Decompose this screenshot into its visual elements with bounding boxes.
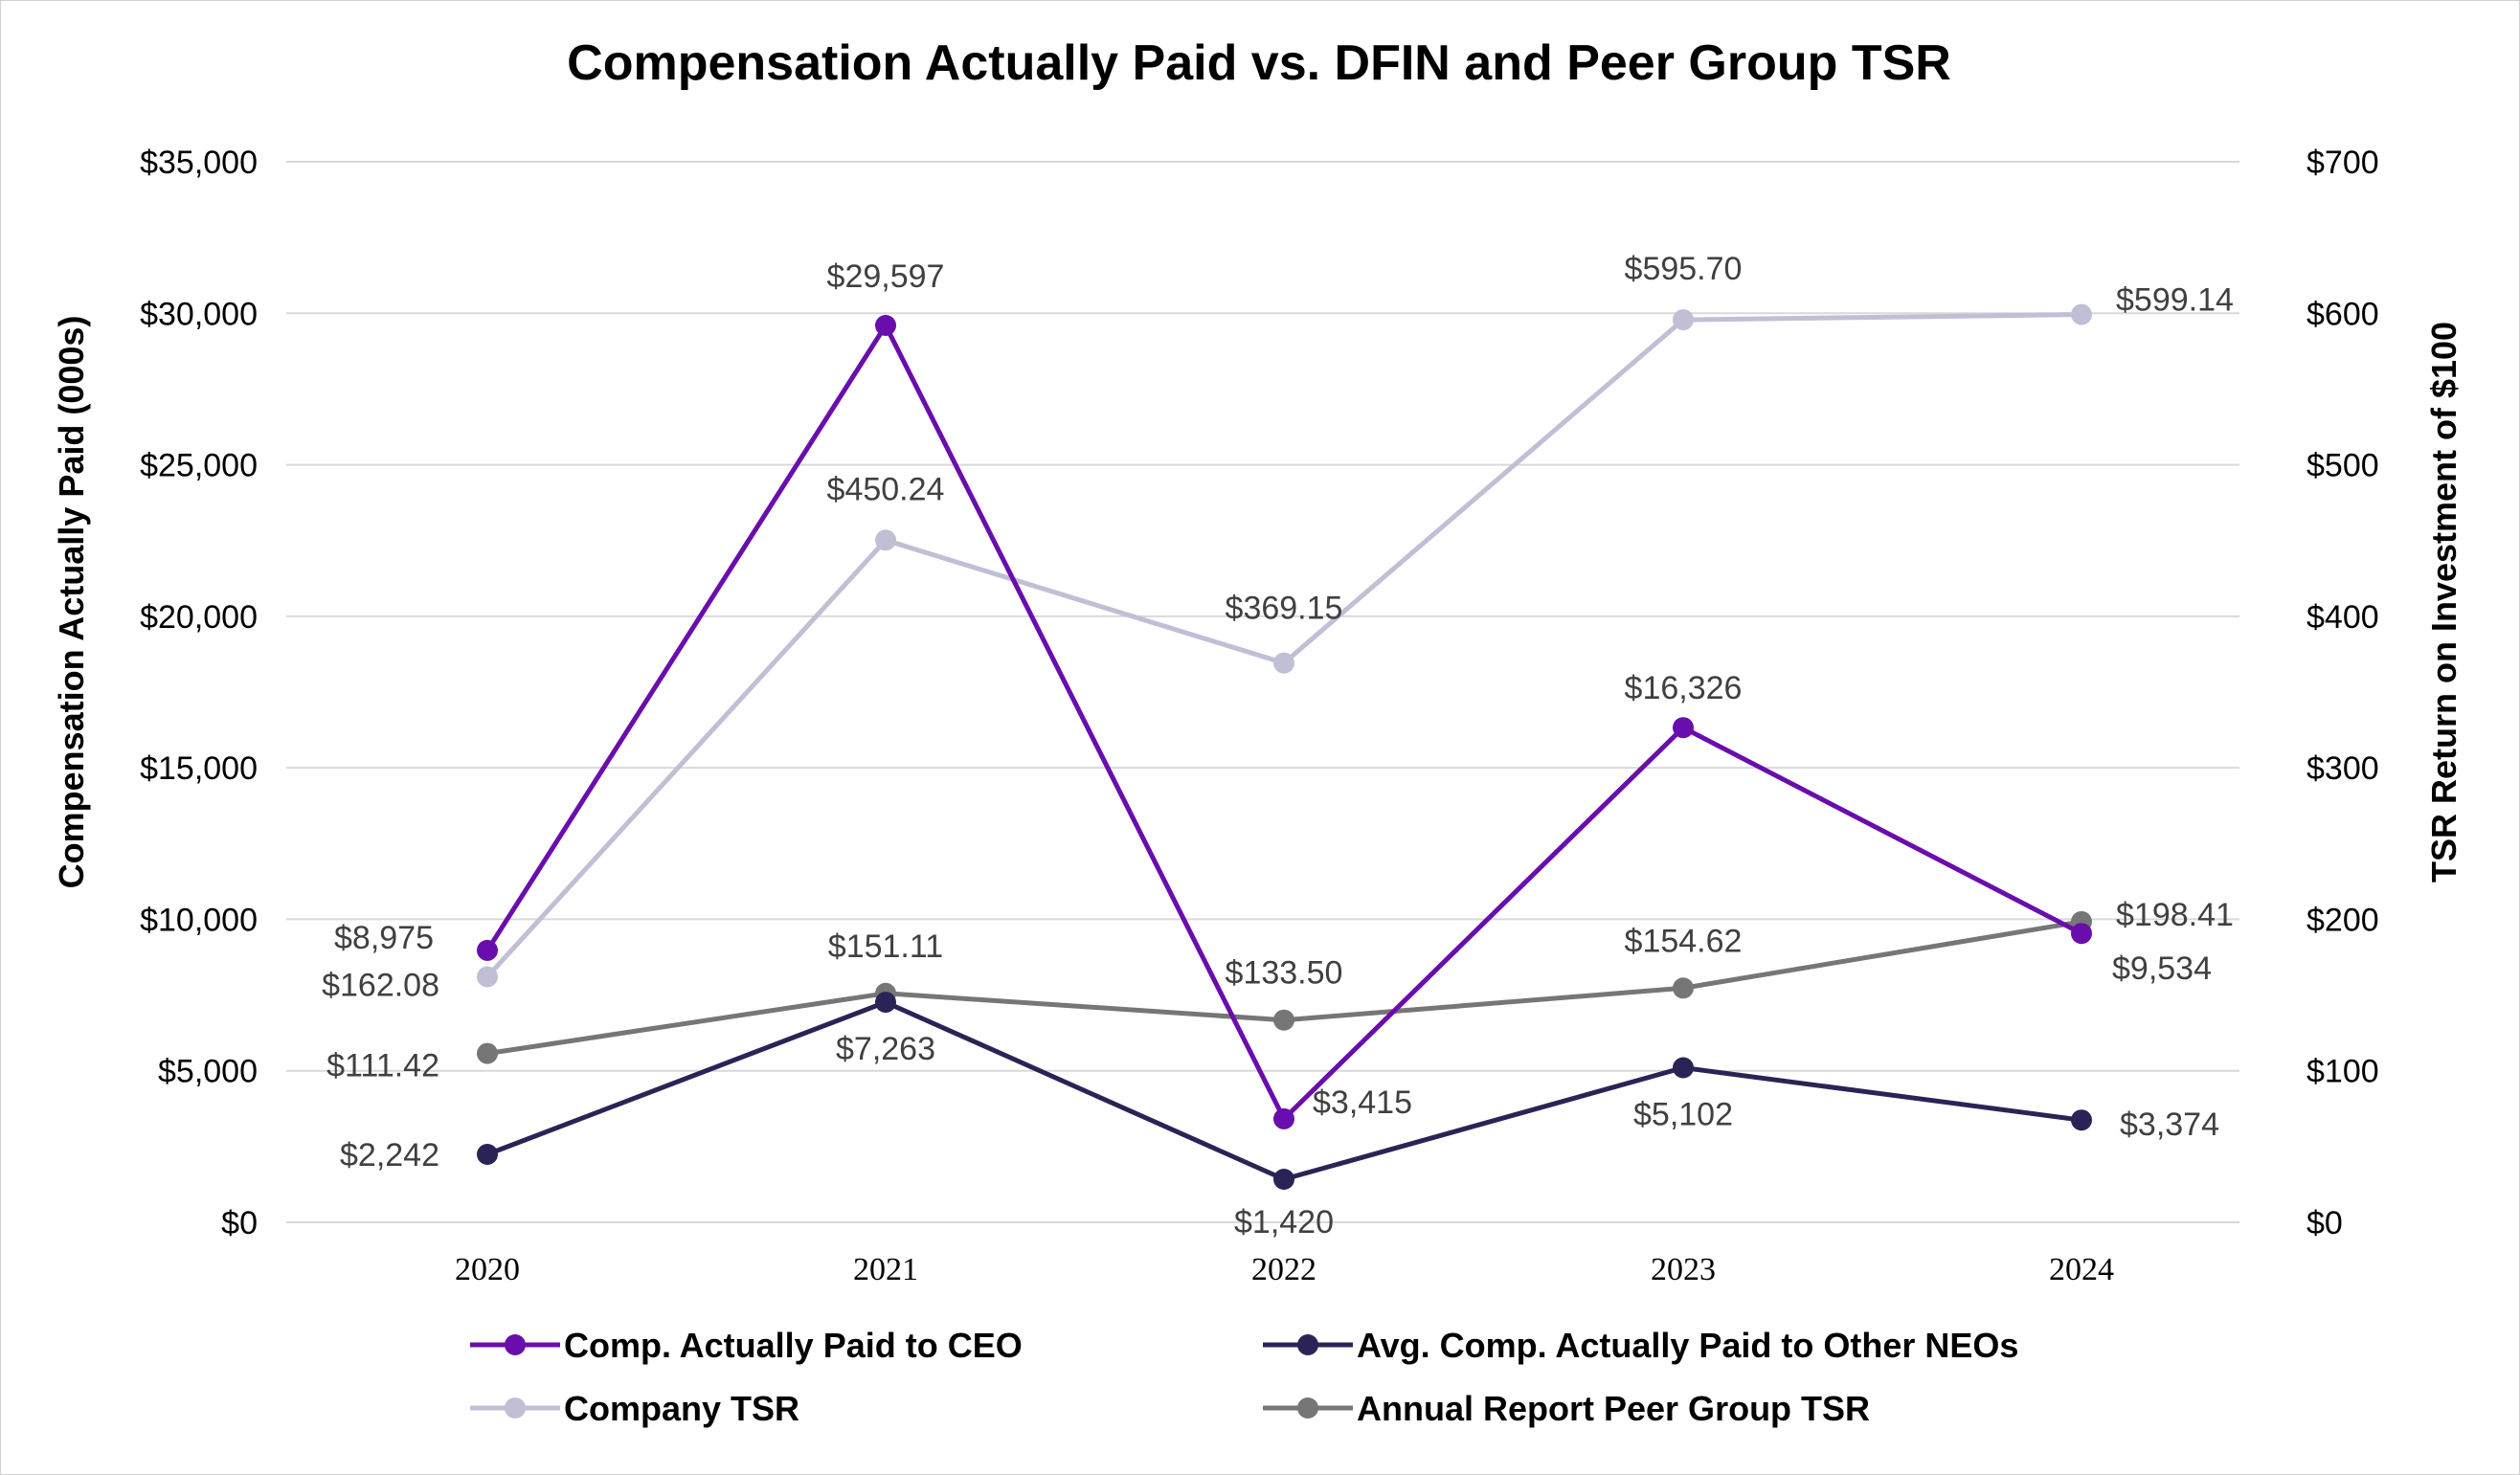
data-label-comp-actually-paid-to-ceo: $8,975 <box>334 920 434 956</box>
data-point-company-tsr <box>1673 309 1694 331</box>
data-label-company-tsr: $162.08 <box>322 968 439 1004</box>
data-label-avg-comp-actually-paid-to-other-neos: $2,242 <box>340 1137 439 1173</box>
data-label-comp-actually-paid-to-ceo: $3,415 <box>1313 1084 1412 1121</box>
data-point-comp-actually-paid-to-ceo <box>875 315 896 336</box>
data-point-company-tsr <box>477 966 498 988</box>
series-line-company-tsr <box>485 312 2082 979</box>
chart-title: Compensation Actually Paid vs. DFIN and … <box>567 35 1951 91</box>
data-point-annual-report-peer-group-tsr <box>477 1042 498 1064</box>
data-label-company-tsr: $599.14 <box>2116 282 2234 319</box>
y2-tick-label: $500 <box>2306 448 2379 484</box>
legend-label-comp-actually-paid-to-ceo: Comp. Actually Paid to CEO <box>564 1326 1023 1365</box>
y2-tick-label: $100 <box>2306 1054 2379 1090</box>
right-axis-ticks: $0 $100 $200 $300 $400 $500 $600 $700 <box>2306 145 2379 1241</box>
y-tick-label: $10,000 <box>140 902 258 938</box>
legend-label-annual-report-peer-group-tsr: Annual Report Peer Group TSR <box>1357 1389 1870 1428</box>
data-point-company-tsr <box>1273 652 1294 674</box>
x-tick-label: 2021 <box>853 1252 918 1287</box>
data-labels: $8,975 $29,597 $3,415 $16,326 $9,534 $2,242 $7… <box>322 251 2234 1240</box>
y2-tick-label: $0 <box>2306 1205 2343 1241</box>
data-label-comp-actually-paid-to-ceo: $9,534 <box>2112 950 2212 987</box>
data-label-annual-report-peer-group-tsr: $151.11 <box>828 928 943 965</box>
data-label-annual-report-peer-group-tsr: $198.41 <box>2116 897 2234 933</box>
data-label-avg-comp-actually-paid-to-other-neos: $7,263 <box>836 1031 935 1067</box>
data-label-comp-actually-paid-to-ceo: $29,597 <box>827 258 945 295</box>
x-tick-label: 2020 <box>455 1252 520 1287</box>
gridlines <box>286 161 2239 1223</box>
data-label-annual-report-peer-group-tsr: $133.50 <box>1226 955 1343 992</box>
y-tick-label: $0 <box>221 1205 258 1241</box>
y-tick-label: $25,000 <box>140 448 258 484</box>
y2-tick-label: $300 <box>2306 750 2379 787</box>
data-label-avg-comp-actually-paid-to-other-neos: $3,374 <box>2120 1106 2219 1143</box>
series-group <box>477 303 2092 1190</box>
x-tick-label: 2022 <box>1251 1252 1316 1287</box>
y-axis-label: Compensation Actually Paid (000s) <box>52 316 91 889</box>
y2-tick-label: $200 <box>2306 902 2379 938</box>
data-point-avg-comp-actually-paid-to-other-neos <box>2071 1109 2092 1131</box>
y-tick-label: $5,000 <box>158 1054 258 1090</box>
legend-marker-company-tsr <box>505 1397 526 1419</box>
data-point-annual-report-peer-group-tsr <box>1273 1009 1294 1031</box>
data-label-avg-comp-actually-paid-to-other-neos: $1,420 <box>1234 1204 1334 1240</box>
y-tick-label: $15,000 <box>140 750 258 787</box>
legend: Comp. Actually Paid to CEO Avg. Comp. Act… <box>470 1326 2018 1428</box>
data-label-company-tsr: $369.15 <box>1226 591 1343 627</box>
series-line-comp-actually-paid-to-ceo <box>484 323 2083 1122</box>
y2-axis-label: TSR Return on Investment of $100 <box>2424 322 2464 883</box>
data-label-annual-report-peer-group-tsr: $154.62 <box>1625 923 1743 959</box>
data-point-avg-comp-actually-paid-to-other-neos <box>875 992 896 1014</box>
data-point-comp-actually-paid-to-ceo <box>2071 923 2092 945</box>
y-tick-label: $35,000 <box>140 145 258 181</box>
legend-marker-annual-report-peer-group-tsr <box>1297 1397 1318 1419</box>
data-point-comp-actually-paid-to-ceo <box>1673 717 1694 739</box>
data-point-comp-actually-paid-to-ceo <box>1273 1107 1294 1129</box>
data-point-comp-actually-paid-to-ceo <box>477 939 498 961</box>
data-label-company-tsr: $450.24 <box>827 471 945 507</box>
data-point-annual-report-peer-group-tsr <box>1673 977 1694 999</box>
left-axis-ticks: $0 $5,000 $10,000 $15,000 $20,000 $25,000 $30,… <box>140 145 258 1241</box>
data-label-comp-actually-paid-to-ceo: $16,326 <box>1625 670 1743 706</box>
data-point-company-tsr <box>2071 303 2092 325</box>
x-tick-label: 2024 <box>2049 1252 2114 1287</box>
data-label-annual-report-peer-group-tsr: $111.42 <box>326 1048 439 1084</box>
y2-tick-label: $600 <box>2306 296 2379 332</box>
data-point-avg-comp-actually-paid-to-other-neos <box>1273 1169 1294 1190</box>
data-point-avg-comp-actually-paid-to-other-neos <box>1673 1057 1694 1079</box>
x-axis-ticks: 2020 2021 2022 2023 2024 <box>455 1252 2114 1287</box>
x-tick-label: 2023 <box>1651 1252 1716 1287</box>
y2-tick-label: $700 <box>2306 145 2379 181</box>
data-point-company-tsr <box>875 529 896 551</box>
y-tick-label: $30,000 <box>140 296 258 332</box>
legend-label-avg-comp-actually-paid-to-other-neos: Avg. Comp. Actually Paid to Other NEOs <box>1357 1326 2018 1365</box>
legend-marker-comp-actually-paid-to-ceo <box>505 1334 526 1355</box>
y-tick-label: $20,000 <box>140 599 258 636</box>
y2-tick-label: $400 <box>2306 599 2379 636</box>
data-label-avg-comp-actually-paid-to-other-neos: $5,102 <box>1633 1097 1733 1133</box>
data-label-company-tsr: $595.70 <box>1625 251 1743 287</box>
data-point-avg-comp-actually-paid-to-other-neos <box>477 1144 498 1165</box>
legend-marker-avg-comp-actually-paid-to-other-neos <box>1297 1334 1318 1355</box>
legend-label-company-tsr: Company TSR <box>564 1389 799 1428</box>
